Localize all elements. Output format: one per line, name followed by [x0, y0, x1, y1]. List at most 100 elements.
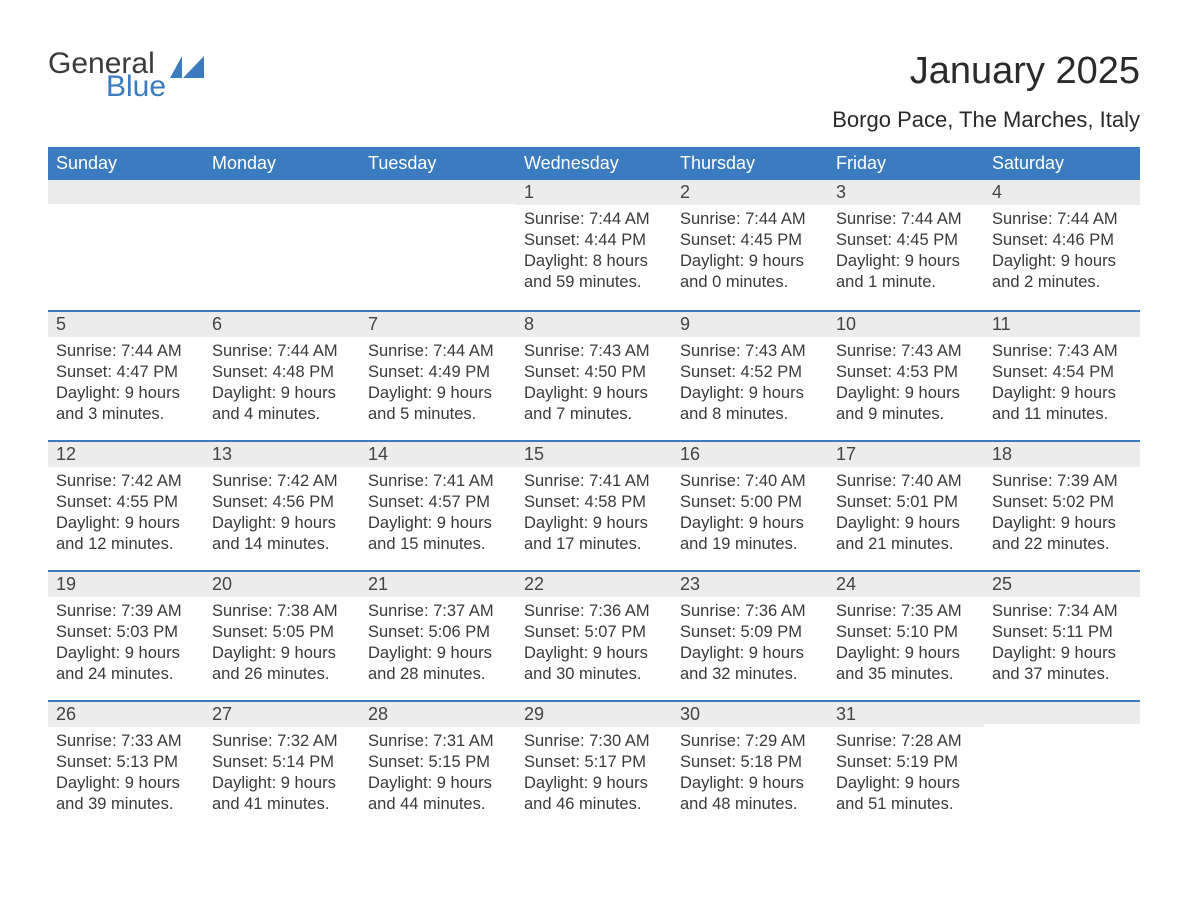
daylight-text: Daylight: 9 hours and 11 minutes.	[992, 383, 1132, 425]
sunset-text: Sunset: 5:17 PM	[524, 752, 664, 773]
calendar-cell: 1Sunrise: 7:44 AMSunset: 4:44 PMDaylight…	[516, 180, 672, 310]
sunset-text: Sunset: 5:14 PM	[212, 752, 352, 773]
day-header: Saturday	[984, 147, 1140, 180]
sunset-text: Sunset: 5:11 PM	[992, 622, 1132, 643]
calendar-cell: 10Sunrise: 7:43 AMSunset: 4:53 PMDayligh…	[828, 310, 984, 440]
sunset-text: Sunset: 4:58 PM	[524, 492, 664, 513]
day-number: 31	[828, 700, 984, 727]
day-content: Sunrise: 7:37 AMSunset: 5:06 PMDaylight:…	[360, 597, 516, 693]
daylight-text: Daylight: 9 hours and 3 minutes.	[56, 383, 196, 425]
calendar-cell: 11Sunrise: 7:43 AMSunset: 4:54 PMDayligh…	[984, 310, 1140, 440]
day-content: Sunrise: 7:33 AMSunset: 5:13 PMDaylight:…	[48, 727, 204, 823]
day-content: Sunrise: 7:30 AMSunset: 5:17 PMDaylight:…	[516, 727, 672, 823]
page-header: General Blue January 2025 Borgo Pace, Th…	[48, 50, 1140, 143]
day-number: 16	[672, 440, 828, 467]
daylight-text: Daylight: 9 hours and 14 minutes.	[212, 513, 352, 555]
day-number: 27	[204, 700, 360, 727]
calendar-week-row: 5Sunrise: 7:44 AMSunset: 4:47 PMDaylight…	[48, 310, 1140, 440]
sunset-text: Sunset: 5:10 PM	[836, 622, 976, 643]
day-number: 9	[672, 310, 828, 337]
brand-text: General Blue	[48, 50, 166, 101]
daylight-text: Daylight: 9 hours and 2 minutes.	[992, 251, 1132, 293]
calendar-cell: 7Sunrise: 7:44 AMSunset: 4:49 PMDaylight…	[360, 310, 516, 440]
daylight-text: Daylight: 8 hours and 59 minutes.	[524, 251, 664, 293]
sunrise-text: Sunrise: 7:40 AM	[680, 471, 820, 492]
day-number: 5	[48, 310, 204, 337]
sunrise-text: Sunrise: 7:42 AM	[56, 471, 196, 492]
day-content: Sunrise: 7:44 AMSunset: 4:44 PMDaylight:…	[516, 205, 672, 301]
day-content: Sunrise: 7:39 AMSunset: 5:02 PMDaylight:…	[984, 467, 1140, 563]
daylight-text: Daylight: 9 hours and 19 minutes.	[680, 513, 820, 555]
sunset-text: Sunset: 5:01 PM	[836, 492, 976, 513]
calendar-week-row: 19Sunrise: 7:39 AMSunset: 5:03 PMDayligh…	[48, 570, 1140, 700]
daylight-text: Daylight: 9 hours and 8 minutes.	[680, 383, 820, 425]
sunrise-text: Sunrise: 7:44 AM	[212, 341, 352, 362]
calendar-cell: 16Sunrise: 7:40 AMSunset: 5:00 PMDayligh…	[672, 440, 828, 570]
day-number: 7	[360, 310, 516, 337]
calendar-cell: 21Sunrise: 7:37 AMSunset: 5:06 PMDayligh…	[360, 570, 516, 700]
day-number: 4	[984, 180, 1140, 205]
sunrise-text: Sunrise: 7:40 AM	[836, 471, 976, 492]
day-number	[48, 180, 204, 204]
daylight-text: Daylight: 9 hours and 32 minutes.	[680, 643, 820, 685]
day-number	[984, 700, 1140, 724]
day-number: 25	[984, 570, 1140, 597]
sunset-text: Sunset: 4:49 PM	[368, 362, 508, 383]
sunrise-text: Sunrise: 7:37 AM	[368, 601, 508, 622]
daylight-text: Daylight: 9 hours and 22 minutes.	[992, 513, 1132, 555]
day-header: Sunday	[48, 147, 204, 180]
daylight-text: Daylight: 9 hours and 30 minutes.	[524, 643, 664, 685]
day-header: Thursday	[672, 147, 828, 180]
sunrise-text: Sunrise: 7:39 AM	[56, 601, 196, 622]
sunrise-text: Sunrise: 7:33 AM	[56, 731, 196, 752]
day-number: 14	[360, 440, 516, 467]
day-number: 10	[828, 310, 984, 337]
calendar-cell: 19Sunrise: 7:39 AMSunset: 5:03 PMDayligh…	[48, 570, 204, 700]
sunset-text: Sunset: 5:15 PM	[368, 752, 508, 773]
day-header: Friday	[828, 147, 984, 180]
calendar-body: 1Sunrise: 7:44 AMSunset: 4:44 PMDaylight…	[48, 180, 1140, 830]
sunrise-text: Sunrise: 7:29 AM	[680, 731, 820, 752]
daylight-text: Daylight: 9 hours and 39 minutes.	[56, 773, 196, 815]
sunrise-text: Sunrise: 7:31 AM	[368, 731, 508, 752]
brand-logo: General Blue	[48, 50, 204, 101]
day-content: Sunrise: 7:31 AMSunset: 5:15 PMDaylight:…	[360, 727, 516, 823]
title-block: January 2025 Borgo Pace, The Marches, It…	[832, 50, 1140, 143]
calendar-cell: 24Sunrise: 7:35 AMSunset: 5:10 PMDayligh…	[828, 570, 984, 700]
calendar-cell: 5Sunrise: 7:44 AMSunset: 4:47 PMDaylight…	[48, 310, 204, 440]
sunset-text: Sunset: 5:13 PM	[56, 752, 196, 773]
sunset-text: Sunset: 4:55 PM	[56, 492, 196, 513]
sunset-text: Sunset: 4:50 PM	[524, 362, 664, 383]
daylight-text: Daylight: 9 hours and 1 minute.	[836, 251, 976, 293]
daylight-text: Daylight: 9 hours and 51 minutes.	[836, 773, 976, 815]
sunset-text: Sunset: 5:05 PM	[212, 622, 352, 643]
day-content: Sunrise: 7:43 AMSunset: 4:52 PMDaylight:…	[672, 337, 828, 433]
day-number: 15	[516, 440, 672, 467]
day-number	[360, 180, 516, 204]
calendar-cell: 15Sunrise: 7:41 AMSunset: 4:58 PMDayligh…	[516, 440, 672, 570]
day-number: 11	[984, 310, 1140, 337]
day-header: Wednesday	[516, 147, 672, 180]
calendar-cell: 26Sunrise: 7:33 AMSunset: 5:13 PMDayligh…	[48, 700, 204, 830]
sunset-text: Sunset: 5:09 PM	[680, 622, 820, 643]
day-content: Sunrise: 7:43 AMSunset: 4:50 PMDaylight:…	[516, 337, 672, 433]
daylight-text: Daylight: 9 hours and 35 minutes.	[836, 643, 976, 685]
day-content: Sunrise: 7:34 AMSunset: 5:11 PMDaylight:…	[984, 597, 1140, 693]
calendar-week-row: 12Sunrise: 7:42 AMSunset: 4:55 PMDayligh…	[48, 440, 1140, 570]
sunrise-text: Sunrise: 7:28 AM	[836, 731, 976, 752]
day-content: Sunrise: 7:42 AMSunset: 4:56 PMDaylight:…	[204, 467, 360, 563]
sunrise-text: Sunrise: 7:35 AM	[836, 601, 976, 622]
sunset-text: Sunset: 4:56 PM	[212, 492, 352, 513]
sunrise-text: Sunrise: 7:42 AM	[212, 471, 352, 492]
day-number: 8	[516, 310, 672, 337]
sunset-text: Sunset: 5:02 PM	[992, 492, 1132, 513]
day-content: Sunrise: 7:36 AMSunset: 5:09 PMDaylight:…	[672, 597, 828, 693]
sunset-text: Sunset: 4:57 PM	[368, 492, 508, 513]
sunset-text: Sunset: 4:53 PM	[836, 362, 976, 383]
day-content: Sunrise: 7:41 AMSunset: 4:57 PMDaylight:…	[360, 467, 516, 563]
day-header-row: Sunday Monday Tuesday Wednesday Thursday…	[48, 147, 1140, 180]
sunrise-text: Sunrise: 7:30 AM	[524, 731, 664, 752]
calendar-cell: 23Sunrise: 7:36 AMSunset: 5:09 PMDayligh…	[672, 570, 828, 700]
day-content: Sunrise: 7:44 AMSunset: 4:48 PMDaylight:…	[204, 337, 360, 433]
sunrise-text: Sunrise: 7:38 AM	[212, 601, 352, 622]
